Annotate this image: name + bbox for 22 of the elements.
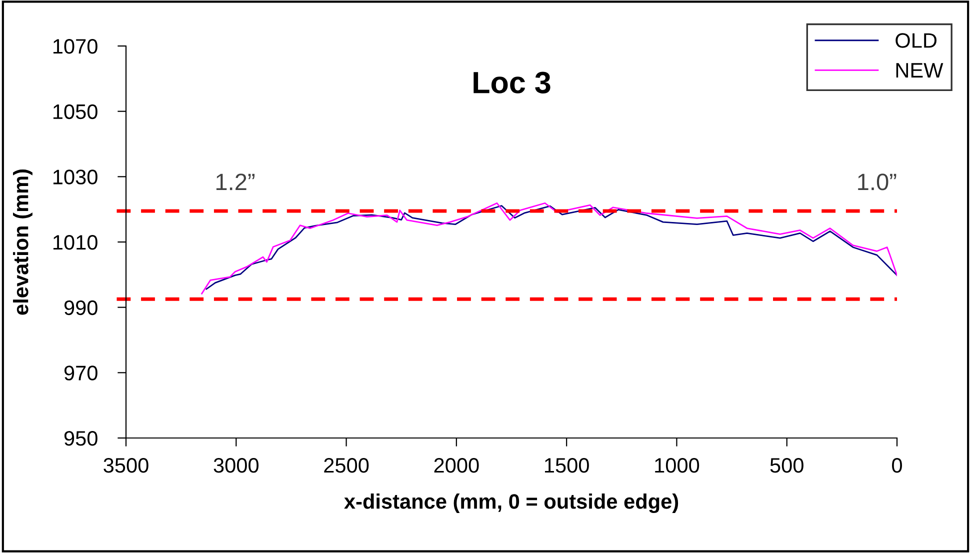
x-tick-label: 2000 [434, 458, 479, 473]
annotation: 1.2” [216, 174, 254, 190]
y-tick-label: 990 [64, 300, 98, 316]
x-tick-label: 1000 [655, 458, 700, 473]
text: Loc 3 [474, 72, 550, 94]
y-tick-label: 950 [64, 431, 98, 446]
y-tick-label: 1050 [53, 104, 98, 120]
x-tick-label: 2500 [324, 458, 369, 473]
x-tick-label: 500 [770, 458, 804, 473]
x-axis-title: x-distance (mm, 0 = outside edge) [344, 494, 678, 514]
y-tick-label: 1070 [53, 39, 98, 54]
legend-label: NEW [896, 63, 944, 78]
x-tick-label: 3000 [214, 458, 259, 473]
x-tick-label: 3500 [104, 458, 148, 473]
y-tick-label: 1030 [53, 170, 98, 184]
y-tick-label: 1010 [53, 235, 98, 250]
x-tick-label: 1500 [544, 458, 589, 473]
x-tick-label: 0 [892, 458, 902, 473]
annotation: 1.0” [858, 174, 896, 190]
y-tick-label: 970 [64, 366, 98, 380]
legend-label: OLD [896, 33, 936, 48]
y-axis-title: elevation (mm) [13, 170, 32, 315]
